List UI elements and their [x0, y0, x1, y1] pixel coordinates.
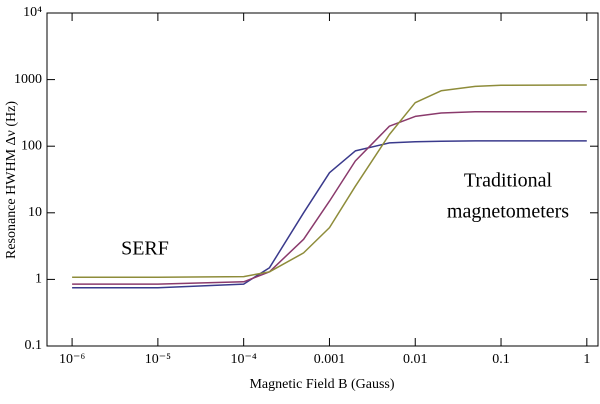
x-tick-label: 10⁻⁵	[145, 352, 171, 367]
annotation: magnetometers	[447, 201, 569, 223]
y-axis-label: Resonance HWHM Δν (Hz)	[4, 101, 19, 259]
plot-frame	[46, 12, 599, 347]
y-tick-label: 10	[28, 205, 42, 220]
x-axis-label: Magnetic Field B (Gauss)	[249, 377, 394, 392]
series-line	[72, 110, 587, 285]
x-tick-label: 0.001	[314, 352, 346, 367]
y-tick-label: 0.1	[25, 338, 43, 353]
y-tick-label: 1	[35, 272, 42, 287]
x-tick-label: 1	[583, 352, 590, 367]
x-tick-label: 0.01	[403, 352, 428, 367]
x-tick-label: 10⁻⁶	[59, 352, 85, 367]
annotation: Traditional	[464, 170, 553, 192]
x-tick-label: 0.1	[492, 352, 510, 367]
annotation: SERF	[121, 238, 169, 260]
y-tick-label: 10⁴	[23, 5, 42, 20]
x-tick-label: 10⁻⁴	[231, 352, 257, 367]
series-line	[72, 84, 587, 278]
y-tick-label: 1000	[14, 72, 42, 87]
y-tick-label: 100	[21, 138, 42, 153]
series-line	[72, 140, 587, 289]
